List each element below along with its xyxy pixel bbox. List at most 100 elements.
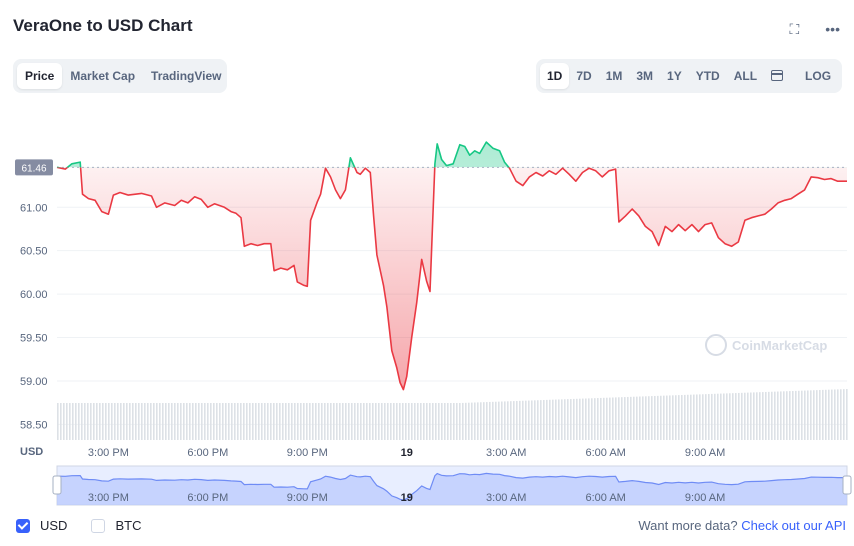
volume-bar [60, 403, 62, 440]
volume-bar [177, 403, 179, 440]
volume-bar [606, 397, 608, 440]
price-area-below [57, 167, 847, 390]
log-scale-button[interactable]: LOG [805, 69, 832, 83]
tab-market-cap[interactable]: Market Cap [70, 69, 136, 83]
volume-bar [684, 394, 686, 440]
volume-bar [729, 393, 731, 440]
navigator-tick-label: 3:00 PM [88, 492, 129, 504]
range-1y[interactable]: 1Y [667, 69, 682, 83]
navigator-handle-right[interactable] [842, 475, 852, 495]
range-1d[interactable]: 1D [540, 63, 570, 89]
volume-bar [705, 394, 707, 440]
volume-bar [384, 403, 386, 440]
volume-bar [426, 403, 428, 440]
volume-bar [519, 400, 521, 440]
range-1m[interactable]: 1M [605, 69, 623, 83]
volume-bar [69, 403, 71, 440]
y-axis: 58.50 59.00 59.50 60.00 60.50 61.00 USD [20, 202, 48, 458]
tab-tradingview[interactable]: TradingView [151, 69, 222, 83]
x-tick-label: 3:00 AM [486, 447, 526, 459]
volume-bar [78, 403, 80, 440]
api-link[interactable]: Check out our API [741, 518, 846, 533]
volume-bar [669, 395, 671, 440]
volume-bar [228, 403, 230, 440]
usd-checkbox[interactable] [16, 518, 30, 533]
volume-bar [291, 403, 293, 440]
volume-bar [660, 395, 662, 440]
volume-bar [96, 403, 98, 440]
range-7d[interactable]: 7D [576, 69, 592, 83]
volume-bar [297, 403, 299, 440]
volume-bar [366, 403, 368, 440]
calendar-button[interactable] [764, 63, 790, 89]
volume-bar [159, 403, 161, 440]
view-tabs: Price Market Cap TradingView [13, 59, 227, 93]
volume-bar [420, 403, 422, 440]
volume-bar [57, 403, 59, 440]
volume-bar [678, 395, 680, 440]
volume-bar [231, 403, 233, 440]
volume-bar [651, 396, 653, 440]
volume-bar [390, 403, 392, 440]
volume-bar [624, 397, 626, 440]
volume-bar [522, 400, 524, 440]
volume-bar [288, 403, 290, 440]
volume-bar [792, 390, 794, 440]
range-navigator[interactable]: 3:00 PM 6:00 PM 9:00 PM 19 3:00 AM 6:00 AM 9:0… [52, 465, 852, 506]
volume-bar [435, 403, 437, 440]
volume-bar [768, 391, 770, 440]
volume-bar [180, 403, 182, 440]
volume-bar [504, 401, 506, 440]
volume-bar [447, 403, 449, 440]
range-ytd[interactable]: YTD [695, 69, 720, 83]
volume-bar [273, 403, 275, 440]
y-tick-label: 59.00 [20, 376, 48, 388]
volume-bar [267, 403, 269, 440]
volume-bar [789, 391, 791, 440]
volume-bar [627, 396, 629, 440]
tab-price[interactable]: Price [17, 63, 63, 89]
volume-bar [171, 403, 173, 440]
volume-bar [615, 397, 617, 440]
volume-bar [318, 403, 320, 440]
volume-bar [324, 403, 326, 440]
volume-bar [129, 403, 131, 440]
volume-bar [294, 403, 296, 440]
volume-bar [162, 403, 164, 440]
range-all[interactable]: ALL [733, 69, 758, 83]
navigator-tick-label: 6:00 PM [187, 492, 228, 504]
volume-bar [111, 403, 113, 440]
more-icon[interactable]: ••• [825, 21, 840, 37]
navigator-handle-left[interactable] [52, 475, 62, 495]
volume-bar [756, 392, 758, 440]
volume-bar [525, 400, 527, 440]
volume-bar [633, 396, 635, 440]
btc-checkbox[interactable] [91, 518, 106, 533]
volume-bar [108, 403, 110, 440]
volume-bar [402, 403, 404, 440]
volume-bar [255, 403, 257, 440]
volume-bar [531, 400, 533, 440]
volume-bar [834, 389, 836, 440]
volume-bar [618, 397, 620, 440]
volume-bar [393, 403, 395, 440]
volume-bar [381, 403, 383, 440]
volume-bar [639, 396, 641, 440]
volume-bar [465, 402, 467, 440]
volume-bar [423, 403, 425, 440]
api-prompt: Want more data? [638, 518, 738, 533]
volume-bar [663, 395, 665, 440]
volume-bar [810, 390, 812, 440]
volume-bar [513, 401, 515, 440]
volume-bar [339, 403, 341, 440]
y-tick-label: 60.00 [20, 289, 48, 301]
volume-bar [372, 403, 374, 440]
volume-bar [249, 403, 251, 440]
volume-bar [153, 403, 155, 440]
volume-bar [528, 400, 530, 440]
volume-bar [441, 403, 443, 440]
range-3m[interactable]: 3M [636, 69, 654, 83]
fullscreen-icon[interactable]: ⛶ [789, 21, 800, 37]
volume-bar [837, 389, 839, 440]
